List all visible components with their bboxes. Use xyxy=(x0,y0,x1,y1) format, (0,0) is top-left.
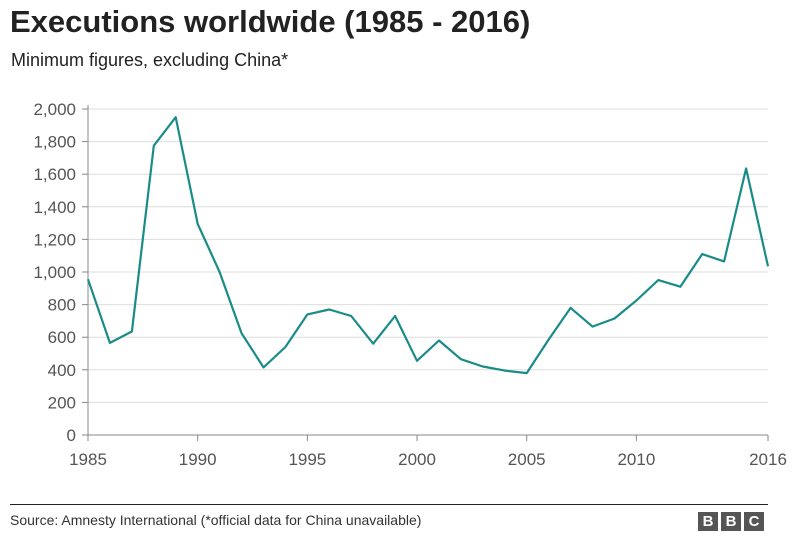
grid-lines xyxy=(88,108,768,403)
bbc-logo-letter-b1: B xyxy=(698,512,718,531)
y-tick-label: 1,400 xyxy=(33,198,76,217)
x-tick-label: 2000 xyxy=(398,450,436,469)
y-tick-label: 1,800 xyxy=(33,133,76,152)
x-tick-label: 1990 xyxy=(179,450,217,469)
y-tick-label: 0 xyxy=(67,426,76,445)
y-tick-label: 400 xyxy=(48,361,76,380)
x-axis-ticks: 1985 1990 1995 2000 2005 2010 2016 xyxy=(69,435,787,469)
y-axis-ticks: 0 200 400 600 800 1,000 1,200 1,400 1,600 1,800 2,… xyxy=(33,100,88,445)
x-tick-label: 1985 xyxy=(69,450,107,469)
bbc-logo: B B C xyxy=(698,512,764,531)
y-tick-label: 2,000 xyxy=(33,100,76,119)
chart-title: Executions worldwide (1985 - 2016) xyxy=(10,4,531,39)
series-line-executions xyxy=(86,116,770,375)
y-tick-label: 1,200 xyxy=(33,230,76,249)
x-tick-label: 2010 xyxy=(617,450,655,469)
y-tick-label: 1,000 xyxy=(33,263,76,282)
bbc-logo-letter-b2: B xyxy=(721,512,741,531)
line-chart: 0 200 400 600 800 1,000 1,200 1,400 1,600 1,800 2,… xyxy=(33,100,787,469)
y-tick-label: 200 xyxy=(48,393,76,412)
series-points xyxy=(87,117,769,374)
y-tick-label: 600 xyxy=(48,328,76,347)
y-tick-label: 800 xyxy=(48,296,76,315)
y-tick-label: 1,600 xyxy=(33,165,76,184)
x-tick-label: 2016 xyxy=(749,450,787,469)
footer-divider xyxy=(10,504,768,505)
x-tick-label: 2005 xyxy=(508,450,546,469)
chart-subtitle: Minimum figures, excluding China* xyxy=(11,50,289,70)
bbc-logo-letter-c: C xyxy=(744,512,764,531)
x-tick-label: 1995 xyxy=(288,450,326,469)
source-note: Source: Amnesty International (*official… xyxy=(10,512,422,528)
